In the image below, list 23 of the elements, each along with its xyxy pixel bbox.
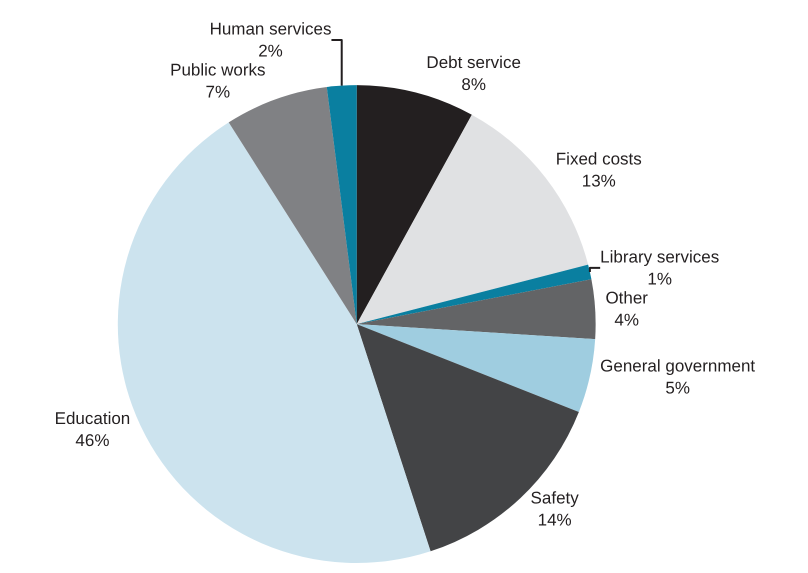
slice-label: Debt service <box>426 52 521 72</box>
data-label: 13% <box>582 171 616 190</box>
data-label: 1% <box>647 269 672 288</box>
data-label: 5% <box>665 378 690 398</box>
pie-slice <box>356 279 596 340</box>
data-label: 14% <box>538 510 572 530</box>
slice-label: Fixed costs <box>556 149 642 168</box>
slice-label: Library services <box>600 247 720 266</box>
slice-label: Education <box>54 408 130 428</box>
data-label: 46% <box>75 431 110 450</box>
slice-label: Safety <box>530 488 580 508</box>
slice-label: Public works <box>170 60 266 80</box>
data-label: 8% <box>461 74 486 94</box>
pie-slice <box>228 87 357 324</box>
data-label: 7% <box>206 82 230 102</box>
slice-label: Other <box>605 288 648 308</box>
data-label: 4% <box>614 310 639 330</box>
data-label: 2% <box>258 42 283 61</box>
slice-label: General government <box>600 356 756 376</box>
slice-label: Human services <box>210 19 332 38</box>
pie-slice <box>356 324 596 412</box>
pie-slice <box>356 324 579 552</box>
pie-slice <box>356 264 592 324</box>
